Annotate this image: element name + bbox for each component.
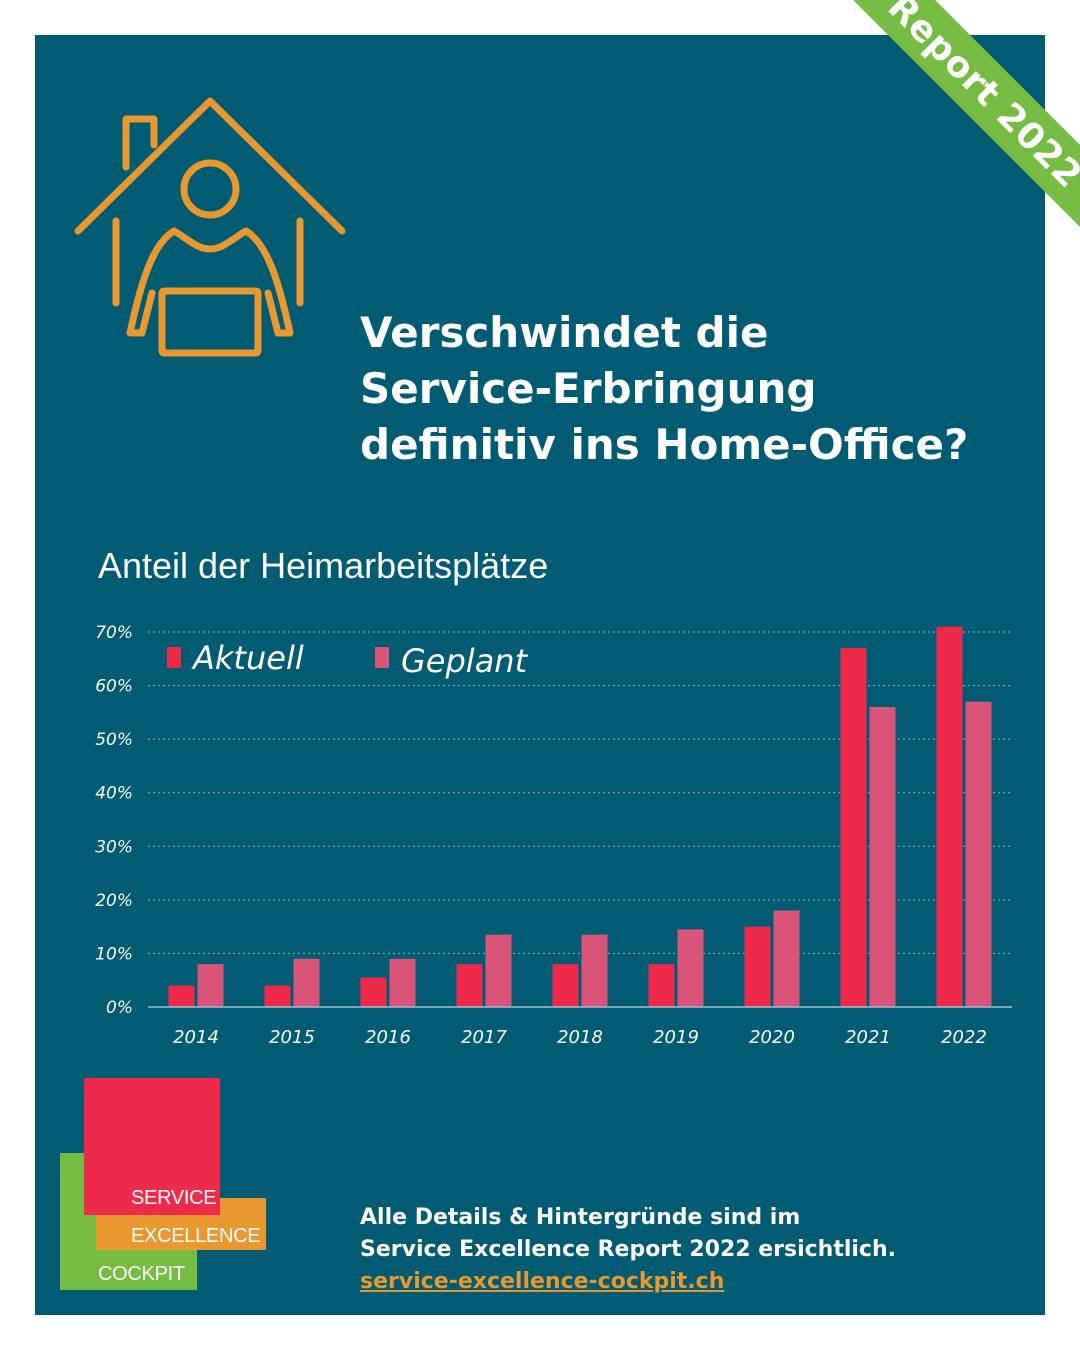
bar-geplant <box>677 929 704 1007</box>
headline: Verschwindet die Service-Erbringung defi… <box>360 305 1040 473</box>
bar-aktuell <box>552 964 579 1007</box>
logo-text-service: SERVICE <box>131 1187 217 1209</box>
bar-geplant <box>197 964 224 1007</box>
laptop-icon <box>158 287 262 357</box>
bar-geplant <box>965 701 992 1007</box>
legend-label-geplant: Geplant <box>401 642 529 680</box>
x-tick-label: 2021 <box>845 1027 891 1048</box>
y-tick-label: 40% <box>95 784 133 804</box>
bar-geplant <box>389 958 416 1007</box>
bar-aktuell <box>264 985 291 1007</box>
headline-line-2: Service-Erbringung <box>360 364 817 413</box>
y-tick-label: 50% <box>95 730 133 750</box>
headline-line-3: definitiv ins Home-Office? <box>360 420 969 469</box>
x-tick-label: 2015 <box>269 1027 315 1048</box>
website-link[interactable]: service-excellence-cockpit.ch <box>360 1269 725 1294</box>
footer-line-1: Alle Details & Hintergründe sind im <box>360 1205 801 1230</box>
bar-geplant <box>485 934 512 1007</box>
headline-line-1: Verschwindet die <box>360 308 769 357</box>
bar-aktuell <box>456 964 483 1007</box>
service-excellence-cockpit-logo: SERVICE EXCELLENCE COCKPIT <box>60 1077 270 1292</box>
bar-aktuell <box>360 977 387 1007</box>
bar-geplant <box>869 707 896 1007</box>
logo-red-block <box>84 1078 220 1215</box>
person-body-icon <box>126 227 294 337</box>
y-tick-label: 60% <box>95 677 133 697</box>
y-tick-label: 0% <box>106 998 133 1018</box>
logo-text-cockpit: COCKPIT <box>98 1263 185 1285</box>
y-tick-label: 70% <box>95 623 133 643</box>
legend-swatch-geplant <box>375 647 389 668</box>
footer-line-2: Service Excellence Report 2022 ersichtli… <box>360 1237 896 1262</box>
legend-label-aktuell: Aktuell <box>191 639 304 677</box>
logo-text-excellence: EXCELLENCE <box>131 1225 261 1247</box>
y-tick-label: 10% <box>95 944 133 964</box>
bar-aktuell <box>744 926 771 1007</box>
house-chimney-icon <box>122 115 158 171</box>
x-tick-label: 2020 <box>749 1027 795 1048</box>
bar-aktuell <box>840 648 867 1007</box>
chart-title: Anteil der Heimarbeitsplätze <box>98 545 549 586</box>
y-tick-label: 20% <box>95 891 133 911</box>
person-head-icon <box>180 159 240 219</box>
x-tick-label: 2018 <box>557 1027 603 1048</box>
home-office-icon <box>74 97 346 357</box>
house-roof-icon <box>74 97 346 235</box>
legend-swatch-aktuell <box>167 647 181 668</box>
x-tick-label: 2014 <box>173 1027 219 1048</box>
bar-geplant <box>581 934 608 1007</box>
y-tick-label: 30% <box>95 837 133 857</box>
x-tick-label: 2019 <box>653 1027 699 1048</box>
bar-geplant <box>773 910 800 1007</box>
x-tick-label: 2016 <box>365 1027 411 1048</box>
footer-note: Alle Details & Hintergründe sind im Serv… <box>360 1202 896 1298</box>
bar-aktuell <box>648 964 675 1007</box>
bar-aktuell <box>168 985 195 1007</box>
bar-aktuell <box>936 626 963 1007</box>
bar-geplant <box>293 958 320 1007</box>
x-tick-label: 2022 <box>941 1027 987 1048</box>
x-tick-label: 2017 <box>461 1027 507 1048</box>
